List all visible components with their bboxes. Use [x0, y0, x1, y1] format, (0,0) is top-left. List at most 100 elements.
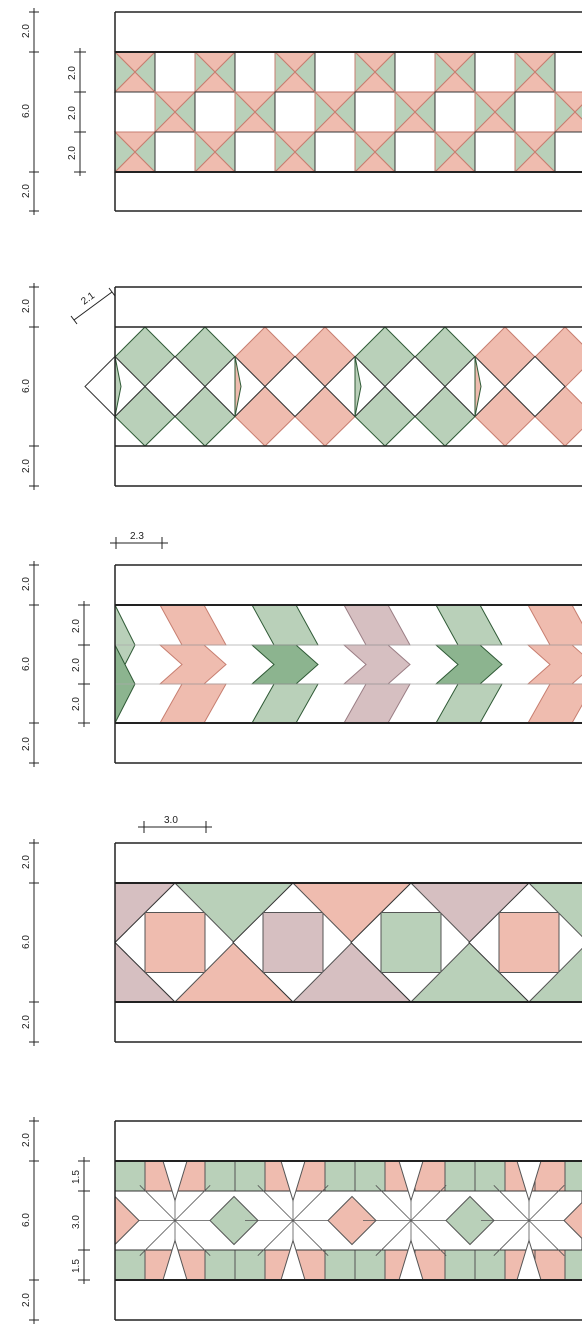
crossed-tile-left [354, 130, 376, 174]
plain-tile [194, 91, 236, 133]
chevron-segment [250, 644, 319, 685]
crossed-tile-left [194, 130, 216, 174]
plain-tile [234, 131, 276, 173]
band-tile-bottom [234, 1249, 266, 1281]
top-triangle [527, 882, 582, 938]
star-ray [528, 1220, 565, 1256]
pattern-4-dim-top [138, 821, 212, 833]
star-ray [292, 1220, 329, 1256]
crossed-tile-left [274, 50, 296, 94]
pattern-5-tiles [114, 1160, 582, 1281]
plain-tile [394, 131, 436, 173]
white-diamond [504, 355, 566, 418]
star-ray [375, 1185, 412, 1221]
chevron-segment [159, 604, 227, 646]
pattern-4-tiles [114, 882, 582, 1003]
star-ray [410, 1185, 447, 1221]
pattern-2-dim-diagonal [70, 287, 116, 325]
pattern-3-dim-left [29, 561, 39, 767]
dim-label: 2.3 [130, 531, 144, 542]
chevron-segment [343, 604, 411, 646]
dim-label: 6.0 [21, 657, 32, 671]
dim-label: 1.5 [71, 1259, 82, 1273]
pattern-2-frame [114, 286, 582, 487]
center-square [144, 912, 206, 973]
band-tile-top [324, 1160, 356, 1192]
crossed-tile-left [154, 90, 176, 134]
plain-tile [474, 131, 516, 173]
band-tile-top [234, 1160, 266, 1192]
pattern-1-dim-inner [74, 48, 86, 176]
plain-tile [394, 51, 436, 93]
crossed-tile-left [274, 130, 296, 174]
plain-tile [554, 51, 582, 93]
pattern-1-tiles [113, 50, 582, 174]
plain-tile [434, 91, 476, 133]
star-ray [139, 1220, 176, 1256]
star-ray [174, 1220, 211, 1256]
band-tile-top [564, 1160, 582, 1192]
gem-diamond [209, 1195, 259, 1246]
pattern-2-tiles [84, 326, 582, 447]
chevron-segment [435, 683, 503, 724]
white-diamond [384, 355, 446, 418]
chevron-segment [435, 604, 503, 646]
chevron-segment [527, 683, 582, 724]
center-square [262, 912, 324, 973]
split-triangle [474, 356, 482, 417]
crossed-tile-left [314, 90, 336, 134]
pattern-5: 2.0 6.0 2.0 1.5 3.0 1.5 [21, 1117, 582, 1324]
plain-tile [154, 131, 196, 173]
white-diamond [144, 355, 206, 418]
plain-tile [234, 51, 276, 93]
star-ray [375, 1220, 412, 1256]
plain-tile [314, 51, 356, 93]
dim-label: 2.0 [21, 24, 32, 38]
pattern-4-frame [114, 842, 582, 1043]
plain-tile [474, 51, 516, 93]
chevron-segment [342, 644, 411, 685]
crossed-tile-left [514, 130, 536, 174]
gem-diamond [563, 1201, 582, 1240]
crossed-tile-left [474, 90, 496, 134]
center-square [380, 912, 442, 973]
plain-tile [114, 91, 156, 133]
dim-label: 2.0 [21, 1133, 32, 1147]
dim-label: 2.0 [21, 459, 32, 473]
plain-tile [354, 91, 396, 133]
split-triangle [234, 356, 242, 417]
dim-label: 2.0 [21, 1293, 32, 1307]
star-ray [139, 1185, 176, 1221]
gem-diamond [327, 1195, 377, 1246]
chevron-segment [251, 604, 319, 646]
band-tile-bottom [444, 1249, 476, 1281]
chevron-segment [158, 644, 227, 685]
star-ray [493, 1220, 530, 1256]
chevron-segment [343, 683, 411, 724]
plain-tile [274, 91, 316, 133]
dim-label: 2.0 [71, 658, 82, 672]
dim-label: 6.0 [21, 104, 32, 118]
crossed-tile-left [194, 50, 216, 94]
plain-tile [514, 91, 556, 133]
dim-label: 2.0 [71, 619, 82, 633]
chevron-segment [526, 644, 582, 685]
crossed-tile-left [394, 90, 416, 134]
center-square [498, 912, 560, 973]
chevron-segment [434, 644, 503, 685]
star-ray [528, 1185, 565, 1221]
pattern-3: 2.0 6.0 2.0 2.0 2.0 2.0 2.3 [21, 531, 582, 767]
band-tile-bottom [564, 1249, 582, 1281]
crossed-tile-left [234, 90, 256, 134]
dim-label: 3.0 [71, 1215, 82, 1229]
dim-label: 2.0 [21, 184, 32, 198]
dim-label: 3.0 [164, 815, 178, 826]
crossed-tile-left [514, 50, 536, 94]
pattern-5-dim-left [29, 1117, 39, 1324]
band-tile-top [354, 1160, 386, 1192]
crossed-tile-left [434, 130, 456, 174]
pattern-2: 2.0 6.0 2.0 2.1 [21, 283, 582, 490]
white-diamond [264, 355, 326, 418]
pattern-3-frame [114, 564, 582, 764]
